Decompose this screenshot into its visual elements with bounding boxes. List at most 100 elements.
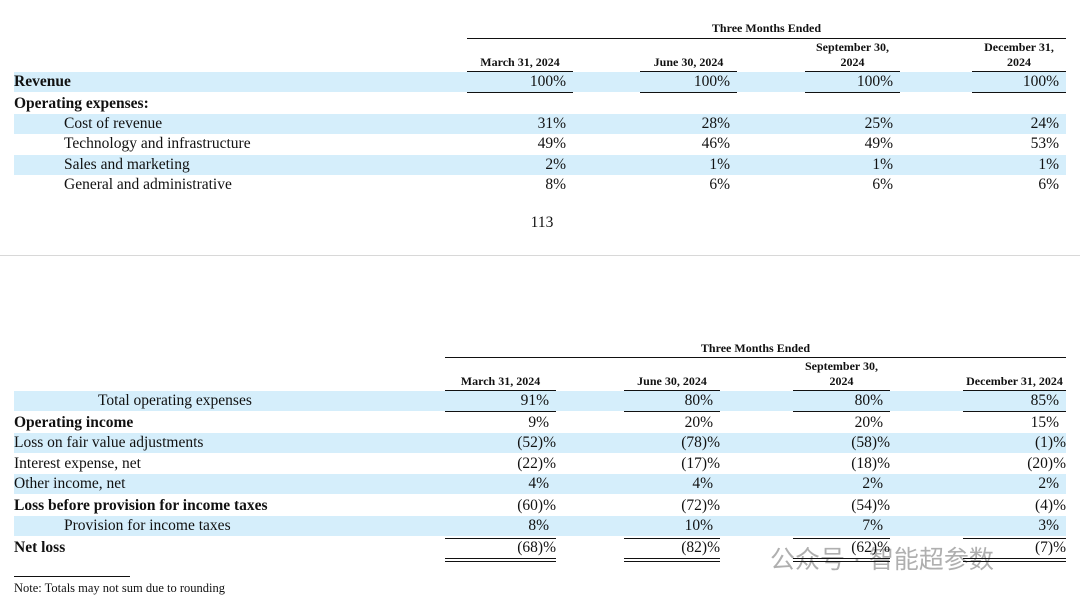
column-rule xyxy=(640,71,737,72)
row-value: 2% xyxy=(1038,475,1059,492)
row-value: 100% xyxy=(1022,73,1059,90)
row-shade xyxy=(14,391,1066,411)
double-rule xyxy=(963,561,1066,562)
row-value: (1)% xyxy=(1035,434,1066,451)
row-value: 53% xyxy=(1030,135,1059,152)
row-value: 28% xyxy=(701,115,730,132)
row-label: Operating expenses: xyxy=(14,95,149,112)
total-rule xyxy=(624,411,720,412)
column-rule xyxy=(963,390,1066,391)
row-value: 2% xyxy=(862,475,883,492)
row-value: (52)% xyxy=(517,434,556,451)
row-value: 10% xyxy=(684,517,713,534)
row-label: Provision for income taxes xyxy=(64,517,231,534)
row-value: 1% xyxy=(1038,156,1059,173)
column-rule xyxy=(972,71,1066,72)
column-header: March 31, 2024 xyxy=(460,374,541,388)
total-rule xyxy=(972,92,1066,93)
table-header: Three Months Ended xyxy=(711,21,822,35)
row-value: 25% xyxy=(864,115,893,132)
row-shade xyxy=(14,516,1066,536)
column-header: June 30, 2024 xyxy=(637,374,707,388)
row-label: Cost of revenue xyxy=(64,115,163,132)
row-value: (20)% xyxy=(1027,455,1066,472)
note: Note: Totals may not sum due to rounding xyxy=(14,581,226,595)
row-shade xyxy=(14,474,1066,494)
double-rule xyxy=(445,558,556,559)
row-label: Total operating expenses xyxy=(98,392,252,409)
column-header: June 30, 2024 xyxy=(653,55,724,69)
row-label: Technology and infrastructure xyxy=(64,135,251,152)
row-value: (60)% xyxy=(517,497,556,514)
row-label: Net loss xyxy=(14,539,66,556)
total-rule xyxy=(445,411,556,412)
watermark: 公众号 · 智能超参数 xyxy=(770,545,994,574)
row-shade xyxy=(14,433,1066,453)
row-value: 49% xyxy=(537,135,566,152)
row-value: (78)% xyxy=(681,434,720,451)
row-value: 1% xyxy=(709,156,730,173)
column-rule xyxy=(445,390,556,391)
row-value: 46% xyxy=(701,135,730,152)
row-value: 80% xyxy=(684,392,713,409)
row-value: (4)% xyxy=(1035,497,1066,514)
column-rule xyxy=(805,71,900,72)
column-header: September 30, 2024 xyxy=(804,359,879,388)
total-rule xyxy=(640,92,737,93)
row-shade xyxy=(14,155,1066,175)
row-shade xyxy=(14,114,1066,134)
total-rule xyxy=(793,411,890,412)
header-rule xyxy=(445,357,1066,358)
column-rule xyxy=(793,390,890,391)
row-label: Loss before provision for income taxes xyxy=(14,497,268,514)
row-value: 20% xyxy=(854,414,883,431)
table-header: Three Months Ended xyxy=(700,341,811,355)
row-value: 31% xyxy=(537,115,566,132)
column-header: December 31, 2024 xyxy=(984,40,1054,69)
double-rule xyxy=(793,558,890,559)
row-value: 20% xyxy=(684,414,713,431)
row-value: 2% xyxy=(545,156,566,173)
row-value: 1% xyxy=(872,156,893,173)
row-value: 6% xyxy=(1038,176,1059,193)
row-value: 100% xyxy=(693,73,730,90)
row-value: 6% xyxy=(872,176,893,193)
column-rule xyxy=(624,390,720,391)
total-rule xyxy=(963,411,1066,412)
total-rule xyxy=(624,538,720,539)
row-value: (17)% xyxy=(681,455,720,472)
row-value: 6% xyxy=(709,176,730,193)
column-header: March 31, 2024 xyxy=(480,55,560,69)
double-rule xyxy=(624,558,720,559)
header-rule xyxy=(467,38,1066,39)
total-rule xyxy=(793,538,890,539)
row-value: (7)% xyxy=(1035,539,1066,556)
row-label: Operating income xyxy=(14,414,134,431)
double-rule xyxy=(793,561,890,562)
row-value: 24% xyxy=(1030,115,1059,132)
row-value: 15% xyxy=(1030,414,1059,431)
row-value: 91% xyxy=(520,392,549,409)
double-rule xyxy=(445,561,556,562)
row-value: (54)% xyxy=(851,497,890,514)
row-value: (72)% xyxy=(681,497,720,514)
row-value: 80% xyxy=(854,392,883,409)
row-label: Revenue xyxy=(14,73,71,90)
row-label: Interest expense, net xyxy=(14,455,141,472)
total-rule xyxy=(467,92,573,93)
double-rule xyxy=(963,558,1066,559)
row-label: Loss on fair value adjustments xyxy=(14,434,204,451)
total-rule xyxy=(963,538,1066,539)
column-rule xyxy=(467,71,573,72)
row-value: 49% xyxy=(864,135,893,152)
row-value: 3% xyxy=(1038,517,1059,534)
row-label: Sales and marketing xyxy=(64,156,190,173)
row-value: 4% xyxy=(528,475,549,492)
row-value: 8% xyxy=(528,517,549,534)
row-label: Other income, net xyxy=(14,475,126,492)
note-rule xyxy=(14,576,130,577)
row-value: 4% xyxy=(692,475,713,492)
row-value: (82)% xyxy=(681,539,720,556)
row-value: 85% xyxy=(1030,392,1059,409)
